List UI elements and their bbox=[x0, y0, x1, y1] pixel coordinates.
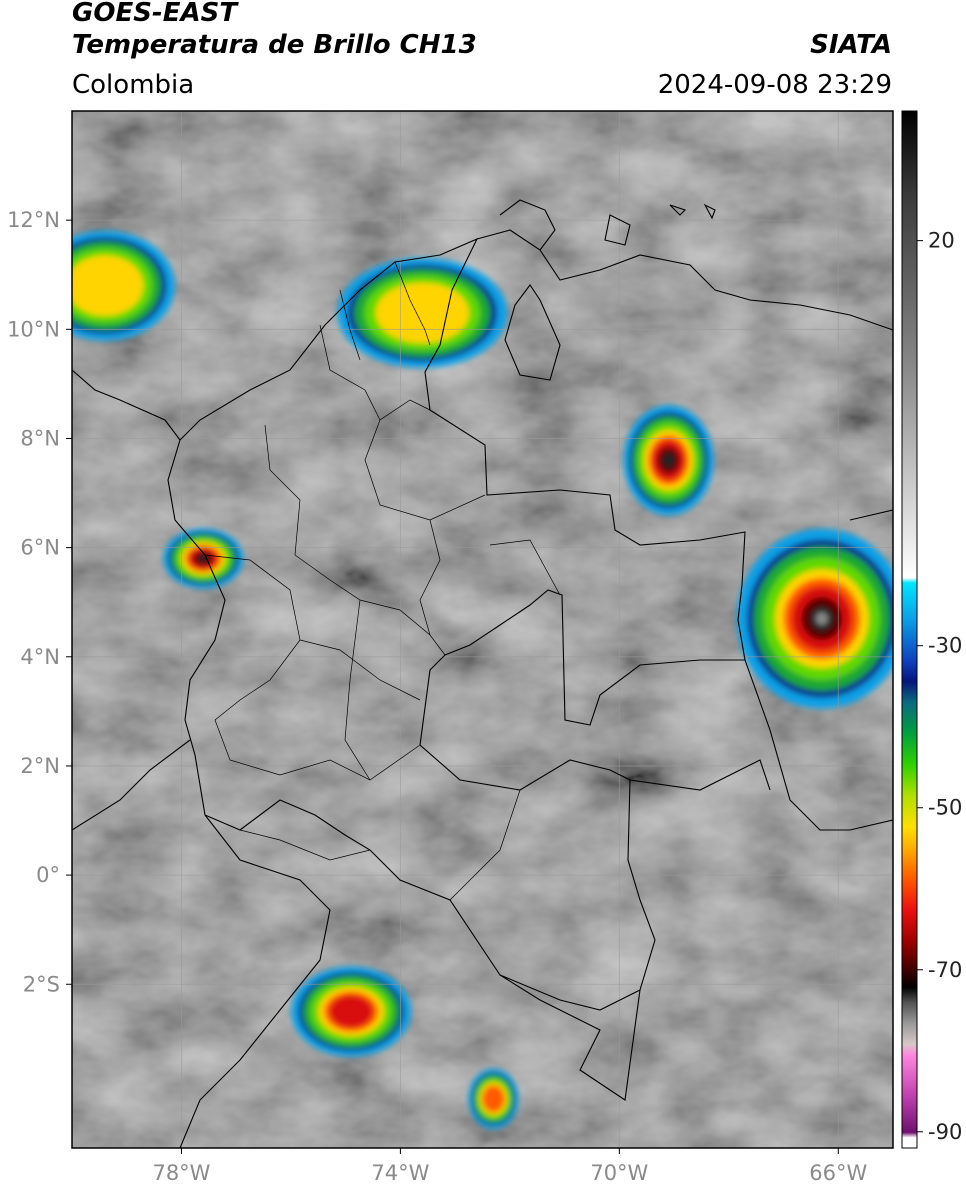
venezuela-coast bbox=[476, 229, 893, 331]
lat-tick-label: 0° bbox=[36, 863, 60, 887]
product-title: Temperatura de Brillo CH13 bbox=[72, 30, 477, 60]
longitude-labels: 78°W 74°W 70°W 66°W bbox=[152, 1148, 867, 1185]
ecuador-peru-border bbox=[179, 814, 331, 1148]
venezuela-brazil-border bbox=[744, 659, 893, 831]
curacao bbox=[669, 204, 687, 216]
latitude-labels: 12°N 10°N 8°N 6°N 4°N 2°N 0° 2°S bbox=[7, 208, 72, 996]
lat-tick-label: 12°N bbox=[7, 208, 60, 232]
paraguana bbox=[604, 214, 631, 246]
guyana-border bbox=[849, 509, 893, 521]
colorbar-tick-label: -90 bbox=[928, 1120, 962, 1144]
colorbar-tick-label: -30 bbox=[928, 634, 962, 658]
colombia-border bbox=[167, 237, 746, 1101]
aruba bbox=[703, 203, 716, 220]
lat-tick-label: 6°N bbox=[20, 536, 60, 560]
guajira-peninsula bbox=[499, 199, 556, 251]
lat-tick-label: 4°N bbox=[20, 645, 60, 669]
storm-contour bbox=[329, 995, 373, 1028]
storm-contour bbox=[375, 282, 470, 344]
imagery-layer bbox=[72, 111, 893, 1148]
maracaibo-lake bbox=[504, 284, 561, 381]
peru-border bbox=[629, 759, 771, 791]
lon-tick-label: 74°W bbox=[371, 1161, 429, 1185]
storm-apure-storm bbox=[623, 405, 714, 516]
colorbar-tick-label: 20 bbox=[928, 229, 955, 253]
map-frame bbox=[71, 110, 894, 1149]
storm-putumayo-storm bbox=[291, 966, 412, 1057]
satellite-title: GOES-EAST bbox=[72, 0, 238, 28]
lat-tick-label: 10°N bbox=[7, 317, 60, 341]
storm-contour bbox=[72, 255, 144, 316]
lat-tick-label: 2°S bbox=[23, 972, 60, 996]
lon-tick-label: 66°W bbox=[809, 1161, 867, 1185]
datetime-label: 2024-09-08 23:29 bbox=[657, 70, 892, 100]
lon-tick-label: 78°W bbox=[152, 1161, 210, 1185]
storm-cells bbox=[72, 230, 893, 1129]
graticule bbox=[72, 111, 893, 1148]
lon-tick-label: 70°W bbox=[590, 1161, 648, 1185]
storm-amazonas-venezuela-complex bbox=[736, 528, 893, 709]
colorbar-gradient bbox=[901, 110, 918, 1149]
storm-contour bbox=[197, 554, 209, 563]
region-label: Colombia bbox=[72, 70, 195, 100]
political-borders bbox=[72, 199, 893, 1148]
colorbar: 20 -30 -50 -70 -90 bbox=[901, 110, 962, 1149]
colorbar-tick-label: -70 bbox=[928, 958, 962, 982]
agency-label: SIATA bbox=[810, 30, 892, 60]
storm-contour bbox=[482, 1085, 505, 1113]
storm-pacific-choco-storm bbox=[163, 528, 244, 589]
lat-tick-label: 8°N bbox=[20, 426, 60, 450]
storm-la-guajira-cesar-storm bbox=[337, 257, 508, 368]
storm-contour bbox=[815, 612, 828, 625]
ecuador-coast bbox=[72, 739, 191, 831]
storm-southern-amazon-storm bbox=[468, 1068, 519, 1129]
storm-contour bbox=[662, 452, 675, 469]
department-borders bbox=[204, 261, 561, 901]
lat-tick-label: 2°N bbox=[20, 754, 60, 778]
colorbar-tick-label: -50 bbox=[928, 796, 962, 820]
colorbar-ticks: 20 -30 -50 -70 -90 bbox=[917, 229, 962, 1144]
peru-brazil-border bbox=[499, 974, 641, 1011]
storm-caribbean-cluster-west bbox=[72, 230, 175, 341]
panama-border bbox=[72, 369, 181, 441]
